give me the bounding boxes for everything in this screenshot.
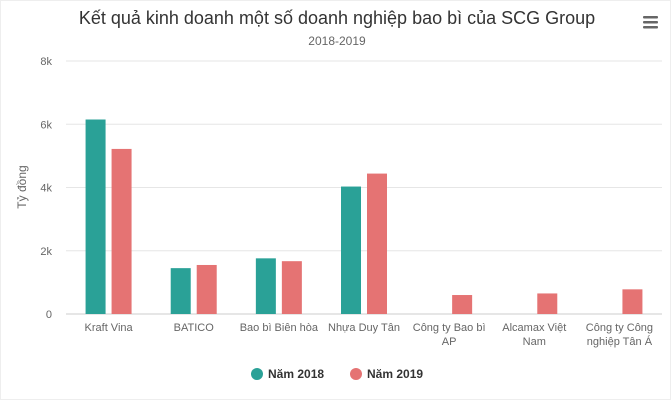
legend-label[interactable]: Năm 2018 — [268, 367, 324, 381]
x-tick-label: Bao bì Biên hòa — [240, 322, 319, 334]
bar-2019 — [196, 264, 217, 314]
bar-2019 — [537, 293, 558, 314]
x-tick-label: Nam — [523, 336, 546, 348]
bars — [85, 119, 643, 314]
bar-2019 — [281, 261, 302, 314]
hamburger-menu-icon[interactable] — [640, 12, 660, 32]
y-tick-label: 2k — [40, 246, 52, 258]
legend-marker — [251, 368, 263, 380]
bar-2018 — [341, 186, 361, 314]
y-tick-label: 6k — [40, 119, 52, 131]
bar-2018 — [85, 119, 106, 314]
x-tick-label: Công ty Công — [586, 322, 653, 334]
bar-2018 — [255, 258, 276, 314]
legend-marker — [350, 368, 362, 380]
x-tick-label: Kraft Vina — [85, 322, 134, 334]
bar-2019 — [367, 173, 387, 314]
x-tick-label: nghiệp Tân Á — [587, 335, 653, 348]
x-tick-label: Nhựa Duy Tân — [328, 322, 400, 334]
y-tick-label: 0 — [46, 309, 52, 321]
y-tick-label: 8k — [40, 56, 52, 68]
chart-subtitle: 2018-2019 — [308, 34, 366, 48]
x-tick-label: AP — [442, 336, 457, 348]
x-tick-label: Alcamax Việt — [502, 322, 566, 334]
x-tick-label: Công ty Bao bì — [413, 322, 486, 334]
legend: Năm 2018 Năm 2019 — [251, 367, 423, 381]
bar-2019 — [111, 148, 132, 314]
y-tick-label: 4k — [40, 183, 52, 195]
bar-2019 — [622, 289, 643, 314]
x-tick-label: BATICO — [174, 322, 215, 334]
bar-2018 — [170, 268, 191, 314]
grid-lines — [66, 60, 662, 315]
x-tick-labels: Kraft Vina BATICO Bao bì Biên hòa Nhựa Duy … — [85, 322, 654, 348]
legend-label[interactable]: Năm 2019 — [367, 367, 423, 381]
bar-2019 — [452, 295, 473, 314]
chart-title: Kết quả kinh doanh một số doanh nghiệp b… — [79, 8, 595, 28]
y-tick-labels: 0 2k 4k 6k 8k — [40, 56, 52, 321]
y-axis-label: Tỷ đồng — [15, 165, 29, 208]
